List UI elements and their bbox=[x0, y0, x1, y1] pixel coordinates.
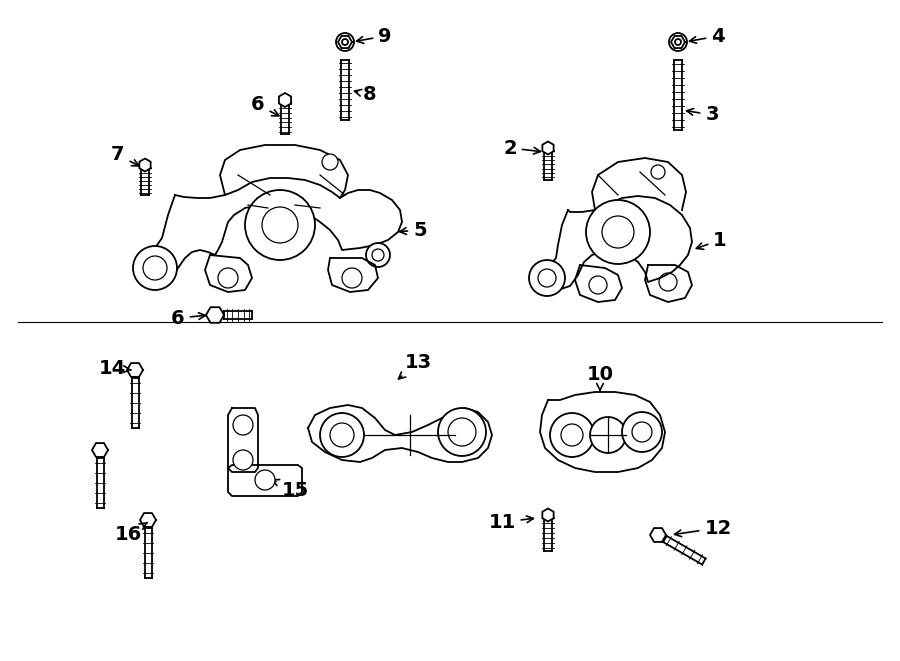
Text: 5: 5 bbox=[400, 221, 427, 239]
Polygon shape bbox=[540, 196, 692, 290]
Circle shape bbox=[586, 200, 650, 264]
Text: 3: 3 bbox=[687, 106, 719, 124]
Circle shape bbox=[233, 415, 253, 435]
Text: 2: 2 bbox=[503, 139, 540, 157]
Text: 6: 6 bbox=[251, 95, 279, 116]
Circle shape bbox=[320, 413, 364, 457]
Polygon shape bbox=[205, 255, 252, 292]
Polygon shape bbox=[575, 265, 622, 302]
Polygon shape bbox=[220, 145, 348, 198]
Text: 4: 4 bbox=[689, 26, 724, 46]
Circle shape bbox=[651, 165, 665, 179]
Text: 7: 7 bbox=[112, 145, 139, 166]
Text: 6: 6 bbox=[171, 309, 205, 327]
Text: 13: 13 bbox=[399, 352, 432, 379]
Text: 16: 16 bbox=[114, 523, 147, 545]
Circle shape bbox=[133, 246, 177, 290]
Circle shape bbox=[529, 260, 565, 296]
Text: 1: 1 bbox=[697, 231, 727, 249]
Text: 9: 9 bbox=[356, 26, 392, 46]
Text: 8: 8 bbox=[355, 85, 377, 104]
Circle shape bbox=[233, 450, 253, 470]
Text: 12: 12 bbox=[675, 518, 732, 537]
Polygon shape bbox=[328, 258, 378, 292]
Polygon shape bbox=[228, 408, 258, 472]
Text: 10: 10 bbox=[587, 366, 614, 391]
Circle shape bbox=[366, 243, 390, 267]
Circle shape bbox=[245, 190, 315, 260]
Text: 11: 11 bbox=[489, 512, 534, 531]
Text: 15: 15 bbox=[272, 479, 309, 500]
Polygon shape bbox=[228, 465, 302, 496]
Polygon shape bbox=[592, 158, 686, 210]
Polygon shape bbox=[308, 405, 492, 462]
Circle shape bbox=[322, 154, 338, 170]
Circle shape bbox=[622, 412, 662, 452]
Polygon shape bbox=[645, 265, 692, 302]
Circle shape bbox=[590, 417, 626, 453]
Text: 14: 14 bbox=[98, 358, 131, 377]
Circle shape bbox=[550, 413, 594, 457]
Circle shape bbox=[438, 408, 486, 456]
Polygon shape bbox=[137, 178, 402, 282]
Circle shape bbox=[255, 470, 275, 490]
Polygon shape bbox=[540, 392, 665, 472]
